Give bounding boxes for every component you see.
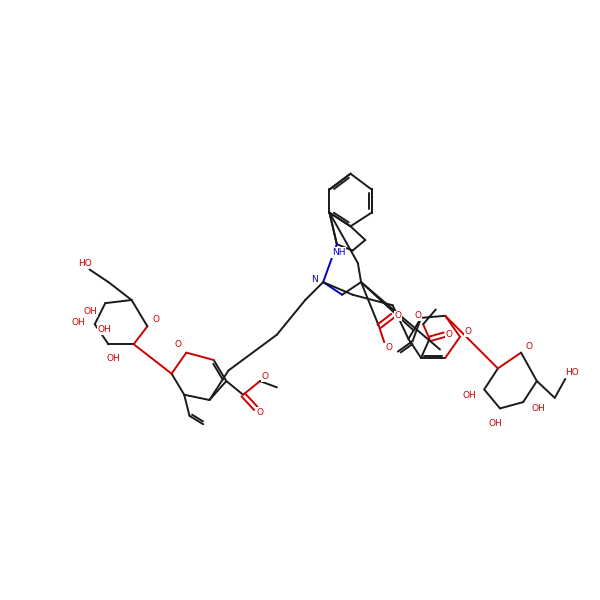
Text: OH: OH xyxy=(107,355,121,364)
Text: OH: OH xyxy=(83,307,97,316)
Text: OH: OH xyxy=(71,317,85,326)
Text: O: O xyxy=(465,327,472,336)
Text: O: O xyxy=(175,340,181,349)
Text: O: O xyxy=(394,311,401,320)
Text: O: O xyxy=(262,373,269,382)
Text: HO: HO xyxy=(565,368,578,377)
Text: HO: HO xyxy=(79,259,92,268)
Text: O: O xyxy=(386,343,393,352)
Text: OH: OH xyxy=(97,325,111,334)
Text: NH: NH xyxy=(332,248,346,257)
Text: O: O xyxy=(446,330,453,339)
Text: O: O xyxy=(257,408,263,417)
Text: OH: OH xyxy=(489,419,503,428)
Text: O: O xyxy=(415,311,421,320)
Text: O: O xyxy=(526,342,533,351)
Text: N: N xyxy=(311,275,318,284)
Text: OH: OH xyxy=(531,404,545,413)
Text: OH: OH xyxy=(463,391,476,400)
Text: O: O xyxy=(152,316,159,325)
